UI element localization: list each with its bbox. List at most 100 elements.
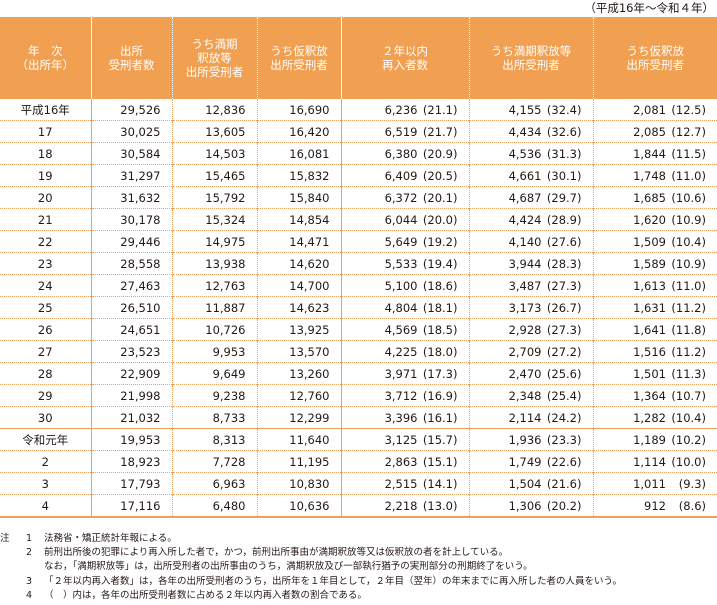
reimprisoned-cell: 6,519 (21.7)	[340, 120, 469, 143]
reimprisoned-rate: (15.1)	[422, 454, 458, 469]
note-item: 2 前刑出所後の犯罪により再入所した者で，かつ，前刑出所事由が満期釈放等又は仮釈放…	[0, 546, 717, 560]
parole-cell: 14,700	[256, 274, 341, 297]
reimprisoned-cell: 2,863 (15.1)	[340, 450, 469, 473]
reimprisoned-rate: (18.5)	[422, 322, 458, 337]
table-row: 平成16年 29,526 12,836 16,690 6,236 (21.1) 4,155 (…	[0, 99, 717, 121]
parole-cell: 14,854	[256, 208, 341, 231]
full-term-cell: 10,726	[171, 318, 257, 341]
year-cell: 27	[37, 344, 53, 359]
parole-reimprisoned-rate: (11.5)	[671, 146, 706, 161]
full-term-reimprisoned-rate: (32.4)	[546, 102, 582, 117]
full-term-reimprisoned-count: 4,536	[508, 146, 542, 161]
parole-reimprisoned-count: 1,011	[633, 476, 666, 491]
reimprisoned-cell: 5,649 (19.2)	[340, 230, 469, 253]
full-term-reimprisoned-cell: 4,140 (27.6)	[468, 230, 593, 253]
full-term-reimprisoned-cell: 3,487 (27.3)	[468, 274, 593, 297]
released-cell: 17,793	[90, 472, 172, 495]
note-text: 前刑出所後の犯罪により再入所した者で，かつ，前刑出所事由が満期釈放等又は仮釈放の…	[44, 547, 509, 559]
table-row: 21 30,178 15,324 14,854 6,044 (20.0) 4,424 (28.…	[0, 208, 717, 231]
reimprisoned-cell: 3,396 (16.1)	[340, 406, 469, 429]
parole-reimprisoned-count: 2,081	[633, 102, 666, 117]
full-term-reimprisoned-count: 4,661	[508, 168, 542, 183]
note-spacer	[0, 589, 14, 603]
full-term-reimprisoned-count: 1,749	[508, 454, 542, 469]
header-reimprisoned: ２年以内 再入者数	[340, 17, 469, 99]
table-row: 24 27,463 12,763 14,700 5,100 (18.6) 3,487 (27.…	[0, 274, 717, 297]
full-term-reimprisoned-cell: 1,504 (21.6)	[468, 472, 593, 495]
parole-reimprisoned-cell: 2,085 (12.7)	[592, 120, 717, 143]
released-cell: 29,526	[90, 99, 172, 121]
full-term-reimprisoned-count: 3,173	[508, 300, 542, 315]
reimprisoned-cell: 6,372 (20.1)	[340, 186, 469, 209]
parole-cell: 16,420	[256, 120, 341, 143]
released-cell: 17,116	[90, 494, 172, 517]
table-row: 19 31,297 15,465 15,832 6,409 (20.5) 4,661 (30.…	[0, 164, 717, 187]
full-term-reimprisoned-rate: (27.2)	[546, 344, 582, 359]
year-cell: 平成16年	[20, 102, 70, 117]
full-term-reimprisoned-rate: (28.9)	[546, 212, 582, 227]
year-cell: 4	[41, 498, 49, 513]
full-term-cell: 11,887	[171, 296, 257, 319]
full-term-cell: 9,953	[171, 340, 257, 363]
year-cell: 18	[37, 146, 53, 161]
full-term-reimprisoned-cell: 3,944 (28.3)	[468, 252, 593, 275]
parole-reimprisoned-count: 1,516	[633, 344, 666, 359]
reimprisoned-count: 4,804	[384, 300, 418, 315]
parole-reimprisoned-rate: (11.0)	[671, 168, 706, 183]
released-cell: 30,178	[90, 208, 172, 231]
reimprisoned-rate: (14.1)	[422, 476, 458, 491]
released-cell: 22,909	[90, 362, 172, 385]
full-term-reimprisoned-cell: 4,687 (29.7)	[468, 186, 593, 209]
parole-reimprisoned-cell: 1,364 (10.7)	[592, 384, 717, 407]
reimprisoned-rate: (19.2)	[422, 234, 458, 249]
full-term-reimprisoned-rate: (32.6)	[546, 124, 582, 139]
table-row: 23 28,558 13,938 14,620 5,533 (19.4) 3,944 (28.…	[0, 252, 717, 275]
reimprisoned-cell: 4,569 (18.5)	[340, 318, 469, 341]
note-spacer	[0, 546, 14, 560]
year-cell: 20	[37, 190, 53, 205]
parole-reimprisoned-count: 1,641	[633, 322, 666, 337]
parole-reimprisoned-count: 2,085	[633, 124, 666, 139]
parole-reimprisoned-rate: (12.5)	[671, 102, 706, 117]
parole-reimprisoned-count: 1,844	[633, 146, 666, 161]
parole-reimprisoned-cell: 1,748 (11.0)	[592, 164, 717, 187]
table-row: 22 29,446 14,975 14,471 5,649 (19.2) 4,140 (27.…	[0, 230, 717, 253]
parole-reimprisoned-count: 1,620	[633, 212, 666, 227]
reimprisoned-rate: (20.1)	[422, 190, 458, 205]
parole-reimprisoned-cell: 1,516 (11.2)	[592, 340, 717, 363]
full-term-cell: 12,763	[171, 274, 257, 297]
note-text: 法務省・矯正統計年報による。	[44, 533, 177, 544]
full-term-reimprisoned-cell: 4,434 (32.6)	[468, 120, 593, 143]
reimprisonment-table: 年 次（出所年） 出所 受刑者数 うち満期 釈放等 出所受刑者 うち仮釈放 出所受刑者 …	[0, 17, 717, 518]
reimprisoned-cell: 6,044 (20.0)	[340, 208, 469, 231]
full-term-reimprisoned-rate: (20.2)	[546, 498, 582, 513]
reimprisoned-rate: (15.7)	[422, 432, 458, 447]
full-term-reimprisoned-count: 2,348	[508, 388, 542, 403]
parole-reimprisoned-rate: (10.0)	[671, 454, 706, 469]
reimprisoned-cell: 6,409 (20.5)	[340, 164, 469, 187]
parole-reimprisoned-count: 912	[644, 498, 666, 513]
parole-reimprisoned-count: 1,748	[633, 168, 666, 183]
full-term-cell: 7,728	[171, 450, 257, 473]
note-text: なお，「満期釈放等」は，出所受刑者の出所事由のうち，満期釈放及び一部執行猶予の実…	[44, 561, 533, 573]
parole-reimprisoned-count: 1,509	[633, 234, 666, 249]
parole-reimprisoned-count: 1,613	[633, 278, 666, 293]
released-cell: 21,998	[90, 384, 172, 407]
note-label: 注	[0, 533, 10, 544]
reimprisoned-cell: 4,804 (18.1)	[340, 296, 469, 319]
full-term-reimprisoned-cell: 4,661 (30.1)	[468, 164, 593, 187]
reimprisoned-rate: (18.1)	[422, 300, 458, 315]
full-term-reimprisoned-count: 2,928	[508, 322, 542, 337]
parole-reimprisoned-rate: (10.7)	[671, 388, 706, 403]
full-term-cell: 12,836	[171, 99, 257, 121]
note-item: 注 1 法務省・矯正統計年報による。	[0, 532, 717, 546]
table-row: 3 17,793 6,963 10,830 2,515 (14.1) 1,504 (21.6)…	[0, 472, 717, 495]
reimprisoned-count: 4,225	[384, 344, 418, 359]
released-cell: 30,584	[90, 142, 172, 165]
full-term-reimprisoned-count: 2,114	[508, 410, 542, 425]
full-term-cell: 13,605	[171, 120, 257, 143]
parole-cell: 13,925	[256, 318, 341, 341]
full-term-cell: 9,649	[171, 362, 257, 385]
parole-reimprisoned-count: 1,364	[633, 388, 666, 403]
note-item: 3 「２年以内再入者数」は，各年の出所受刑者のうち，出所年を１年目として，２年目（…	[0, 575, 717, 589]
